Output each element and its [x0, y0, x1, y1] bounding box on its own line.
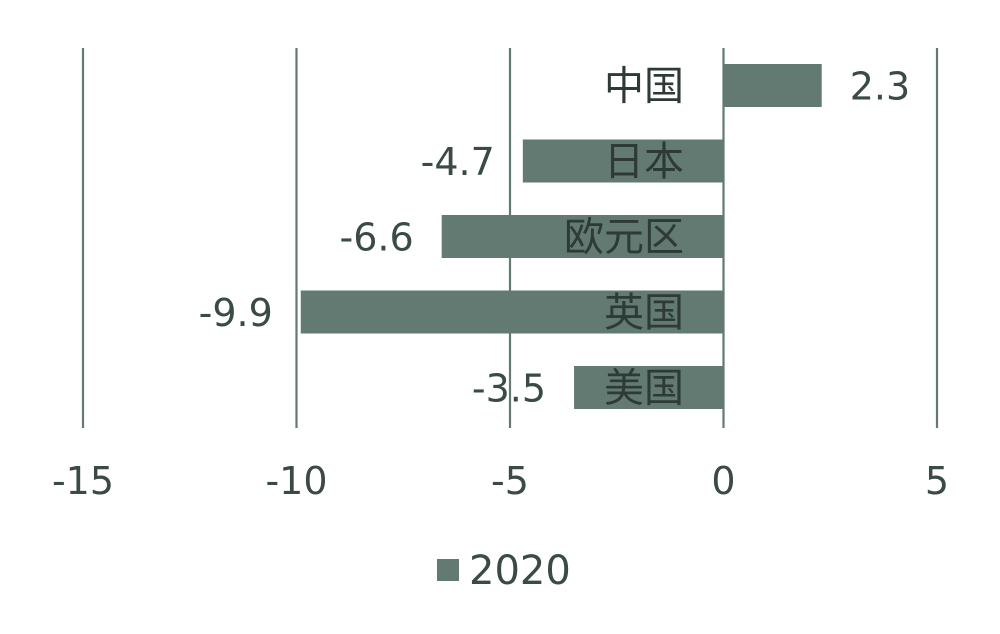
legend-label: 2020 [469, 548, 571, 594]
category-label: 中国 [604, 64, 684, 110]
data-label: -6.6 [340, 216, 414, 260]
value-labels: 2.3 -4.7-6.6 -9.9 -3.5 [199, 65, 911, 411]
x-tick-label: -5 [491, 459, 529, 503]
category-label: 日本 [604, 139, 684, 185]
bar [300, 290, 724, 334]
bar [723, 64, 822, 107]
data-label: -9.9 [199, 291, 273, 335]
data-label: 2.3 [850, 65, 910, 109]
x-axis-tick-labels: -15 -10 -5 0 5 [52, 459, 949, 503]
legend: 2020 [437, 548, 571, 594]
category-label: 美国 [604, 366, 684, 412]
bar [574, 366, 724, 409]
bars [300, 64, 822, 409]
x-tick-label: 0 [711, 459, 735, 503]
data-label: -4.7 [421, 140, 495, 184]
category-label: 英国 [604, 290, 684, 336]
x-tick-label: -15 [52, 459, 114, 503]
x-tick-label: 5 [925, 459, 949, 503]
x-tick-label: -10 [265, 459, 327, 503]
data-label: -3.5 [472, 367, 546, 411]
category-label: 欧元区 [564, 215, 684, 261]
bar [441, 215, 724, 258]
bar [522, 139, 724, 183]
legend-swatch [437, 559, 459, 581]
